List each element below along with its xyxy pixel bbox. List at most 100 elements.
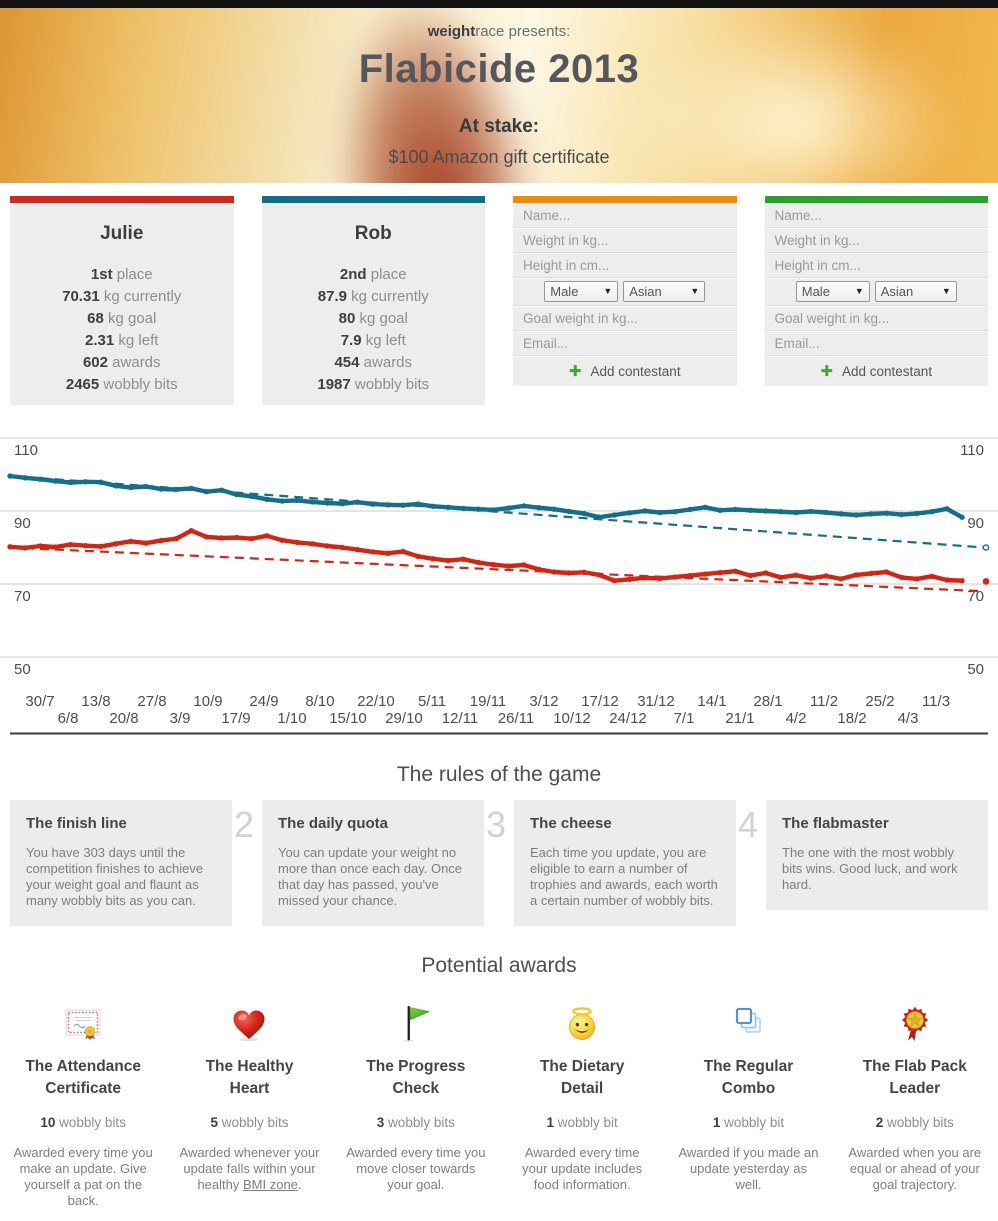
data-point (234, 534, 240, 541)
y-label-left: 90 (14, 515, 31, 532)
data-point (929, 573, 935, 579)
name-input[interactable] (513, 203, 737, 227)
rule-number: 2 (234, 804, 255, 845)
data-point (521, 562, 527, 568)
ethnicity-select[interactable]: Asian ▼ (874, 281, 957, 302)
data-point (702, 504, 708, 510)
x-tick-label: 5/11 (418, 693, 446, 710)
angel-icon (499, 1004, 665, 1042)
x-tick-label: 7/1 (674, 710, 695, 727)
award-title: The Regular Combo (703, 1058, 794, 1097)
data-point (113, 541, 119, 547)
data-point (173, 536, 179, 542)
heart-icon (166, 1004, 332, 1042)
name-input[interactable] (764, 203, 988, 227)
add-contestant-button[interactable]: ✚ Add contestant (764, 355, 988, 386)
data-point (823, 509, 829, 516)
y-label-right: 110 (960, 442, 984, 459)
chevron-down-icon: ▼ (603, 286, 613, 296)
bmi-zone-link[interactable]: BMI zone (242, 1177, 298, 1192)
rule-cell: 4 The flabmaster The one with the most wob… (738, 800, 988, 910)
contestant-stat: 68 kg goal (10, 308, 234, 330)
data-point (898, 511, 905, 518)
add-contestant-form: Male ▼ Asian ▼ ✚ Add contestant (513, 196, 737, 386)
x-tick-label: 27/8 (137, 693, 166, 710)
award-title: The Progress Check (366, 1058, 466, 1097)
ethnicity-select[interactable]: Asian ▼ (623, 281, 706, 302)
data-point (868, 570, 874, 577)
y-label-left: 110 (14, 442, 38, 459)
height-input[interactable] (513, 253, 737, 277)
data-point (657, 509, 663, 516)
email-input[interactable] (764, 331, 988, 355)
data-point (506, 505, 512, 511)
plus-icon: ✚ (568, 363, 582, 380)
award-bits-value: 2 (875, 1115, 884, 1130)
data-point (672, 509, 678, 515)
email-input-row (764, 330, 988, 355)
goal-weight-input[interactable] (764, 306, 988, 330)
brand-name: weight (427, 23, 476, 40)
data-point (536, 505, 542, 511)
height-input[interactable] (764, 253, 988, 277)
data-point (959, 578, 965, 584)
data-point (808, 508, 814, 515)
award-bits-label: wobbly bits (388, 1115, 455, 1130)
contestant-stat: 7.9 kg left (262, 330, 486, 352)
x-tick-label: 30/7 (25, 693, 54, 710)
data-point (793, 572, 799, 578)
data-point (611, 578, 618, 584)
data-point (747, 507, 754, 513)
stat-label: kg goal (359, 310, 408, 327)
contestant-stat: 454 awards (262, 352, 486, 374)
x-tick-label: 10/12 (553, 710, 591, 727)
gender-select[interactable]: Male ▼ (795, 281, 870, 302)
award-bits: 3 wobbly bits (333, 1115, 499, 1130)
data-point (914, 576, 920, 582)
add-contestant-form: Male ▼ Asian ▼ ✚ Add contestant (764, 196, 988, 386)
rule-cell: The finish line You have 303 days until t… (10, 800, 232, 926)
data-point (793, 509, 799, 516)
add-contestant-button[interactable]: ✚ Add contestant (513, 355, 737, 386)
x-tick-label: 31/12 (637, 693, 675, 710)
award-bits-value: 10 (40, 1115, 56, 1130)
data-point (218, 535, 225, 541)
x-tick-label: 3/9 (170, 710, 191, 727)
data-point (566, 508, 572, 515)
rule-cell: 3 The cheese Each time you update, you are… (486, 800, 736, 926)
y-label-right: 70 (967, 588, 984, 605)
data-point (506, 563, 512, 569)
series-end-marker (982, 578, 990, 585)
stat-value: 2nd (339, 266, 367, 283)
y-label-right: 90 (967, 515, 984, 532)
data-point (324, 500, 330, 506)
award-item: The Regular Combo 1 wobbly bit Awarded if … (665, 1004, 831, 1209)
x-tick-label: 24/12 (609, 710, 647, 727)
ethnicity-selected-value: Asian (880, 284, 914, 299)
data-point (702, 571, 708, 577)
stat-value: 87.9 (317, 288, 347, 305)
gender-select[interactable]: Male ▼ (544, 281, 619, 302)
data-point (249, 493, 255, 500)
x-tick-label: 18/2 (837, 710, 866, 727)
gender-selected-value: Male (550, 284, 579, 299)
contestant-stat: 2465 wobbly bits (10, 374, 234, 396)
data-point (853, 512, 859, 518)
rule-body: You can update your weight no more than … (278, 845, 463, 908)
data-point (642, 508, 648, 514)
data-point (747, 572, 754, 579)
goal-weight-input[interactable] (513, 306, 737, 330)
stat-value: 1987 (317, 376, 351, 393)
top-bar (0, 0, 998, 8)
weight-input[interactable] (764, 228, 988, 252)
email-input[interactable] (513, 331, 737, 355)
x-tick-label: 24/9 (249, 693, 278, 710)
x-tick-label: 4/3 (898, 710, 919, 727)
award-item: The Progress Check 3 wobbly bits Awarded e… (333, 1004, 499, 1209)
stat-value: 68 (87, 310, 104, 327)
weight-series-line (7, 528, 965, 583)
award-bits-label: wobbly bits (59, 1115, 126, 1130)
weight-input[interactable] (513, 228, 737, 252)
data-point (581, 510, 587, 517)
awards-row: The Attendance Certificate 10 wobbly bits… (0, 978, 998, 1221)
